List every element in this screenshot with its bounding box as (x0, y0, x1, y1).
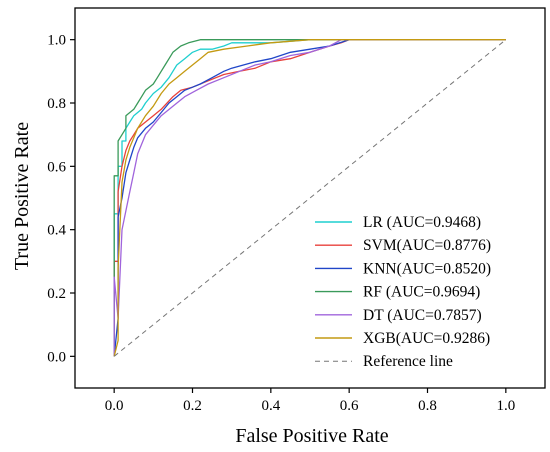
y-axis-title: True Positive Rate (11, 122, 33, 270)
series-lines (113, 39, 507, 357)
axes: 0.0 0.2 0.4 0.6 0.8 1.0 0.0 0.2 0.4 0.6 0.8 1.0 (47, 7, 546, 414)
y-tick-label: 1.0 (47, 33, 66, 49)
y-tick-label: 0.0 (47, 349, 66, 365)
legend-label-xgb: XGB(AUC=0.9286) (363, 330, 490, 347)
x-tick-label: 1.0 (496, 398, 515, 414)
y-tick-label: 0.6 (47, 159, 66, 175)
y-tick-label: 0.2 (47, 286, 66, 302)
y-tick-label: 0.8 (47, 96, 66, 112)
legend-label-reference-line: Reference line (363, 353, 453, 370)
y-tick-label: 0.4 (47, 223, 66, 239)
plot-frame (74, 7, 546, 389)
series-line-lr (113, 39, 506, 357)
legend-label-knn: KNN(AUC=0.8520) (363, 260, 491, 277)
series-line-xgb (113, 39, 506, 357)
x-tick-label: 0.4 (261, 398, 280, 414)
x-axis-title: False Positive Rate (235, 425, 388, 447)
x-tick-label: 0.6 (340, 398, 359, 414)
x-tick-label: 0.0 (105, 398, 124, 414)
legend-label-dt: DT (AUC=0.7857) (363, 307, 482, 324)
x-tick-label: 0.2 (183, 398, 202, 414)
series-line-dt (113, 39, 506, 357)
legend: LR (AUC=0.9468) SVM(AUC=0.8776) KNN(AUC=0.… (315, 214, 491, 370)
legend-label-lr: LR (AUC=0.9468) (363, 214, 481, 231)
x-tick-label: 0.8 (418, 398, 437, 414)
series-line-knn (113, 39, 506, 357)
legend-label-rf: RF (AUC=0.9694) (363, 284, 480, 301)
series-line-reference-line (113, 39, 507, 357)
series-line-rf (113, 39, 506, 357)
legend-label-svm: SVM(AUC=0.8776) (363, 237, 491, 254)
